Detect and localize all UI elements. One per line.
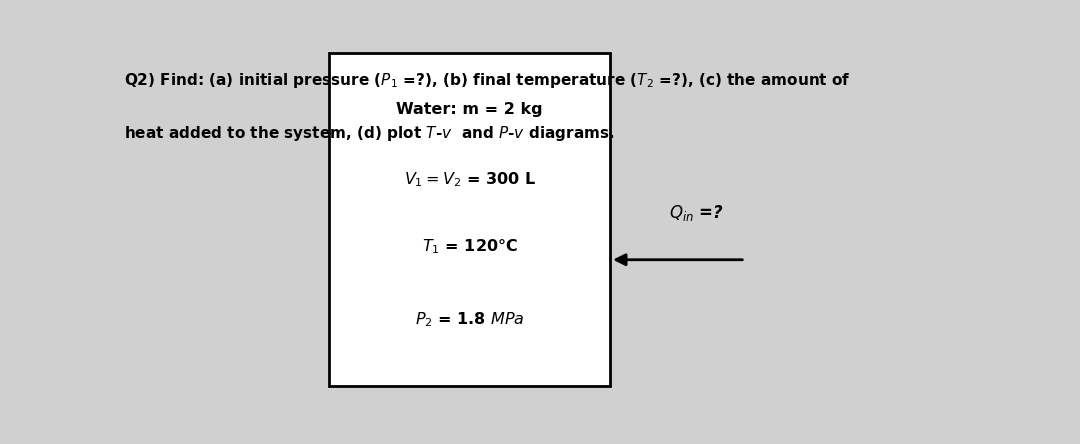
Bar <box>329 53 610 386</box>
Text: heat added to the system, (d) plot $T$-$v$  and $P$-$v$ diagrams.: heat added to the system, (d) plot $T$-$… <box>124 124 615 143</box>
Text: Q2) Find: (a) initial pressure ($P_1$ =?), (b) final temperature ($T_2$ =?), (c): Q2) Find: (a) initial pressure ($P_1$ =?… <box>124 71 851 90</box>
Text: $Q_{in}$ =?: $Q_{in}$ =? <box>669 203 725 223</box>
Text: Water: m = 2 kg: Water: m = 2 kg <box>396 103 543 117</box>
Text: $V_1 = V_2$ = 300 L: $V_1 = V_2$ = 300 L <box>404 170 536 189</box>
Text: $P_2$ = 1.8 $MPa$: $P_2$ = 1.8 $MPa$ <box>415 310 525 329</box>
Text: $T_1$ = 120°C: $T_1$ = 120°C <box>422 237 517 256</box>
